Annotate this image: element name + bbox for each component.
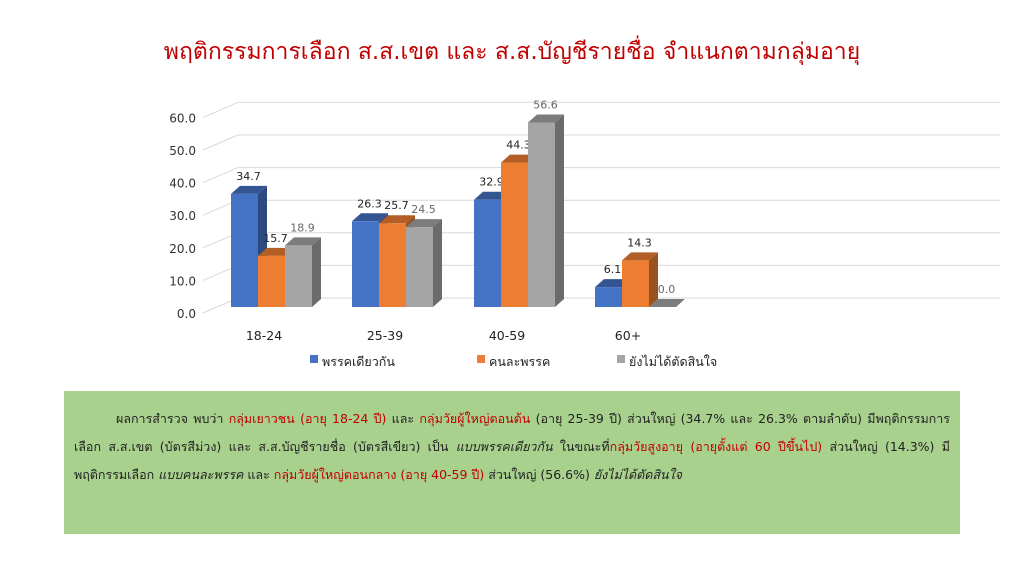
category-label: 60+ [615, 328, 641, 343]
bar-top [622, 252, 658, 261]
data-label: 26.3 [357, 197, 382, 210]
data-label: 14.3 [627, 236, 652, 249]
y-tick-label: 10.0 [169, 274, 196, 288]
legend-label: คนละพรรค [489, 354, 550, 369]
legend-swatch [617, 355, 625, 363]
data-label: 6.1 [604, 263, 622, 276]
data-label: 56.6 [533, 98, 558, 111]
y-tick-label: 60.0 [169, 111, 196, 125]
bar-chart: 0.0 10.0 20.0 30.0 40.0 50.0 60.0 34.7 15.718.9 1… [169, 98, 1000, 369]
data-label: 25.7 [384, 199, 409, 212]
bar [501, 162, 528, 307]
data-label: 44.3 [506, 139, 531, 152]
bar-side [649, 252, 658, 307]
summary-text: ผลการสำรวจ พบว่า [116, 411, 229, 426]
bar-top [352, 213, 388, 222]
bar-top [649, 299, 685, 307]
bar-top [379, 215, 415, 224]
legend-swatch [477, 355, 485, 363]
data-label: 15.7 [263, 232, 288, 245]
legend-label: พรรคเดียวกัน [322, 354, 395, 369]
summary-text: ส่วนใหญ่ (56.6%) [484, 467, 594, 482]
data-label: 18.9 [290, 221, 315, 234]
bar [352, 221, 379, 307]
emphasis-text: ยังไม่ได้ตัดสินใจ [593, 467, 683, 482]
bar [622, 260, 649, 307]
summary-text: ในขณะที่ [552, 439, 610, 454]
category-label: 40-59 [489, 328, 525, 343]
bar-top [406, 219, 442, 228]
emphasis-text: แบบพรรคเดียวกัน [455, 439, 553, 454]
category-label: 25-39 [367, 328, 403, 343]
y-tick-label: 20.0 [169, 242, 196, 256]
category-label: 18-24 [246, 328, 282, 343]
data-label: 24.5 [411, 203, 436, 216]
highlight-text: กลุ่มวัยสูงอายุ (อายุตั้งแต่ 60 ปีขึ้นไป… [609, 439, 823, 454]
gridline-diagonal [202, 101, 239, 118]
bar-side [555, 114, 564, 307]
highlight-text: กลุ่มวัยผู้ใหญ่ตอนต้น [419, 411, 531, 426]
bar-side [433, 219, 442, 307]
summary-text: และ [386, 411, 420, 426]
y-tick-label: 30.0 [169, 209, 196, 223]
bar-top [231, 185, 267, 194]
highlight-text: กลุ่มเยาวชน (อายุ 18-24 ปี) [228, 411, 387, 426]
summary-text: (อายุ 25-39 ปี) ส่วนใหญ่ (34.7% และ 26.3… [74, 411, 950, 454]
chart-title: พฤติกรรมการเลือก ส.ส.เขต และ ส.ส.บัญชีรา… [163, 39, 861, 65]
summary-box: ผลการสำรวจ พบว่า กลุ่มเยาวชน (อายุ 18-24… [64, 391, 960, 534]
legend-label: ยังไม่ได้ตัดสินใจ [629, 354, 717, 369]
bar [231, 193, 258, 307]
y-tick-label: 50.0 [169, 144, 196, 158]
bar-top [285, 237, 321, 246]
data-label: 0.0 [658, 283, 676, 296]
summary-text: ส่วนใหญ่ (14.3%) มีพฤติกรรมเลือก [74, 439, 950, 482]
gridline-diagonal [202, 134, 239, 151]
bar [258, 255, 285, 307]
bar [285, 245, 312, 307]
summary-text: และ [243, 467, 274, 482]
bar-top [528, 114, 564, 123]
legend-swatch [310, 355, 318, 363]
data-label: 34.7 [236, 170, 261, 183]
bar [406, 227, 433, 307]
bar [595, 287, 622, 307]
data-label: 32.9 [479, 176, 504, 189]
highlight-text: กลุ่มวัยผู้ใหญ่ตอนกลาง (อายุ 40-59 ปี) [273, 467, 485, 482]
y-tick-label: 40.0 [169, 177, 196, 191]
y-tick-label: 0.0 [177, 307, 196, 321]
bar [528, 122, 555, 307]
gridline-diagonal [202, 167, 239, 184]
bar [474, 199, 501, 307]
bar-side [312, 237, 321, 307]
bar [379, 223, 406, 307]
emphasis-text: แบบคนละพรรค [158, 467, 244, 482]
